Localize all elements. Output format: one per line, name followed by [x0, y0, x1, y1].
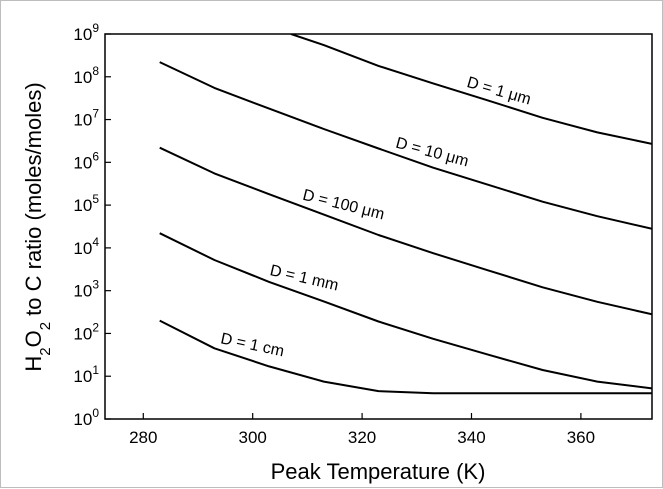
x-tick-label: 320 — [348, 428, 376, 447]
curve-labels: D = 1 μmD = 10 μmD = 100 μmD = 1 mmD = 1… — [219, 74, 533, 360]
series-line-4 — [159, 232, 652, 390]
y-tick-label: 105 — [73, 192, 99, 215]
curve-label: D = 1 mm — [268, 262, 340, 294]
axis-ticks: 280 300 320 340 360 100 101 102 103 104 105 106 107 1… — [73, 21, 595, 447]
y-axis-title: H2O2 to C ratio (moles/moles) — [21, 82, 54, 371]
curve-label: D = 1 cm — [219, 330, 286, 360]
series-line-3 — [159, 146, 652, 316]
x-tick-label: 280 — [129, 428, 157, 447]
y-tick-label: 103 — [73, 278, 99, 301]
y-tick-label: 104 — [73, 235, 99, 258]
y-tick-label: 101 — [73, 363, 99, 386]
y-tick-label: 109 — [73, 21, 99, 44]
x-tick-label: 300 — [239, 428, 267, 447]
curve-label: D = 100 μm — [301, 187, 386, 224]
y-tick-label: 107 — [73, 107, 99, 130]
x-tick-label: 360 — [567, 428, 595, 447]
x-tick-label: 340 — [457, 428, 485, 447]
x-axis-title: Peak Temperature (K) — [271, 459, 486, 484]
curve-label: D = 10 μm — [394, 135, 470, 171]
plot-area — [104, 33, 653, 420]
y-tick-label: 102 — [73, 320, 99, 343]
series-layer — [159, 34, 652, 395]
series-line-1 — [290, 34, 652, 145]
series-line-5 — [159, 319, 652, 395]
y-tick-label: 100 — [73, 406, 99, 429]
y-tick-label: 108 — [73, 64, 99, 87]
series-line-2 — [159, 61, 652, 230]
y-tick-label: 106 — [73, 149, 99, 172]
